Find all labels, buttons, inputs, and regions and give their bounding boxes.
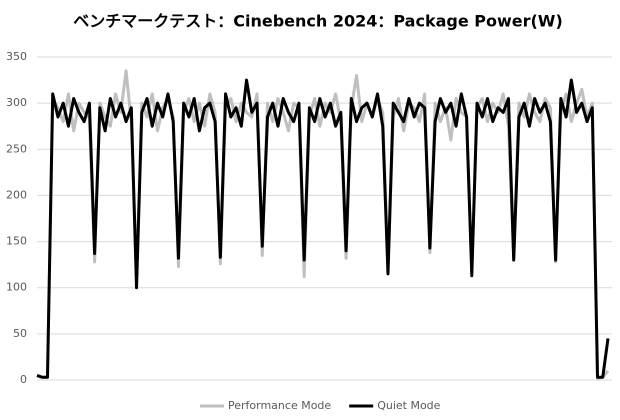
y-tick-label: 350 [6, 50, 27, 63]
data-line [36, 69, 610, 380]
y-tick-label: 300 [6, 96, 27, 109]
y-tick-label: 150 [6, 235, 27, 248]
legend-label: Performance Mode [228, 399, 331, 412]
chart-title: ベンチマークテスト：Cinebench 2024：Package Power(W… [73, 12, 563, 31]
y-tick-label: 50 [13, 327, 27, 340]
y-tick-label: 250 [6, 142, 27, 155]
y-tick-label: 200 [6, 188, 27, 201]
data-line [36, 78, 610, 379]
y-tick-label: 0 [20, 373, 27, 386]
y-tick-label: 100 [6, 281, 27, 294]
legend-label: Quiet Mode [377, 399, 440, 412]
